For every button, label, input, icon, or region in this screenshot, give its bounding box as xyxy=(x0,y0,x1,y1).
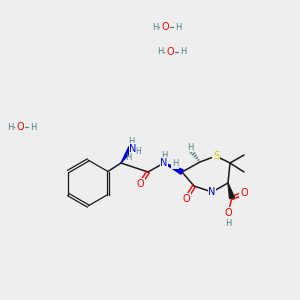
Text: H: H xyxy=(7,122,13,131)
Text: O: O xyxy=(224,208,232,218)
Text: H: H xyxy=(161,151,167,160)
Text: H: H xyxy=(172,160,178,169)
Text: H: H xyxy=(152,22,158,32)
Text: H: H xyxy=(128,136,134,146)
Polygon shape xyxy=(228,183,234,199)
Text: O: O xyxy=(166,47,174,57)
Text: O: O xyxy=(161,22,169,32)
Text: H: H xyxy=(30,122,36,131)
Text: O: O xyxy=(240,188,248,198)
Text: H: H xyxy=(157,47,163,56)
Text: N: N xyxy=(208,187,216,197)
Text: N: N xyxy=(129,144,137,154)
Polygon shape xyxy=(121,147,133,163)
Text: N: N xyxy=(160,158,168,168)
Text: H: H xyxy=(187,142,193,152)
Text: S: S xyxy=(213,151,219,161)
Text: H: H xyxy=(175,22,181,32)
Text: H: H xyxy=(180,47,186,56)
Text: O: O xyxy=(16,122,24,132)
Text: O: O xyxy=(182,194,190,204)
Text: H: H xyxy=(135,146,141,155)
Text: H: H xyxy=(225,218,231,227)
Polygon shape xyxy=(164,163,183,174)
Text: H: H xyxy=(125,154,131,163)
Text: O: O xyxy=(136,179,144,189)
